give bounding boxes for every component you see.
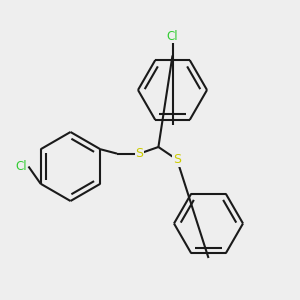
Text: Cl: Cl [15, 160, 27, 173]
Text: S: S [136, 147, 143, 160]
Text: S: S [173, 153, 181, 166]
Text: Cl: Cl [167, 29, 178, 43]
